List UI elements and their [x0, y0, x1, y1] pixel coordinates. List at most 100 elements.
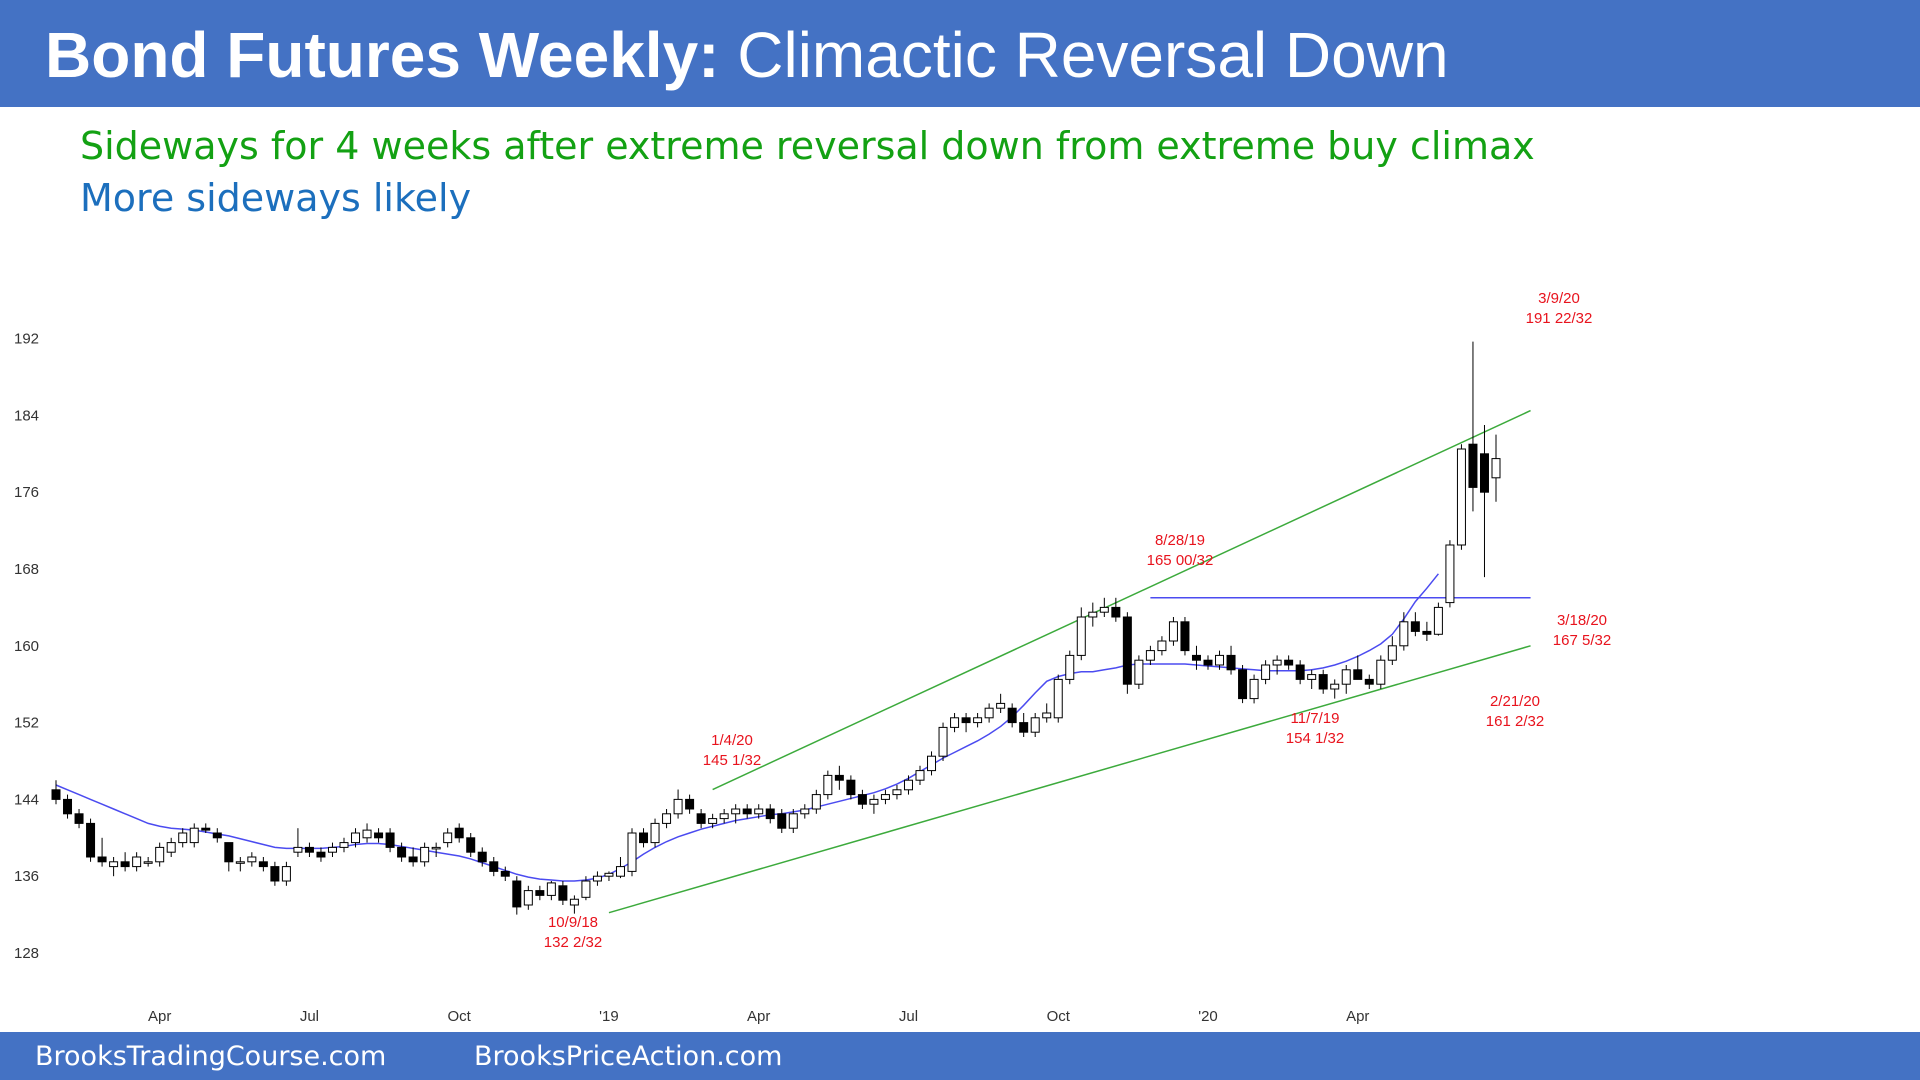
candle-body [984, 707, 994, 719]
y-tick-label: 184 [14, 407, 39, 424]
candle-body [1295, 664, 1305, 680]
candle [166, 837, 176, 857]
candle-body [592, 875, 602, 882]
candle [1180, 617, 1190, 656]
candle-body [535, 890, 545, 896]
candle [1272, 655, 1282, 675]
candle [362, 823, 372, 843]
candle-body [800, 808, 810, 815]
candle-body [880, 794, 890, 800]
candle-body [857, 794, 867, 805]
candle [97, 837, 107, 867]
candle [1203, 655, 1213, 670]
candle-body [1445, 544, 1455, 604]
candle-body [996, 702, 1006, 709]
candle-body [569, 898, 579, 906]
y-tick-label: 192 [14, 331, 39, 348]
candle-body [86, 822, 96, 858]
title-rest: Climactic Reversal Down [737, 19, 1449, 91]
footer-right-link[interactable]: BrooksPriceAction.com [474, 1041, 783, 1072]
candle-body [178, 832, 188, 844]
annotation-date: 8/28/19 [1155, 532, 1205, 549]
annotation-price: 165 00/32 [1147, 552, 1214, 569]
candle-body [869, 798, 879, 805]
footer-bar [0, 1032, 1920, 1080]
footer-left-link[interactable]: BrooksTradingCourse.com [35, 1041, 387, 1072]
candle [109, 857, 119, 877]
candle [1399, 612, 1409, 651]
candle [316, 847, 326, 862]
candle [535, 885, 545, 901]
candle-body [777, 813, 787, 829]
candle [247, 852, 257, 867]
candle-body [903, 779, 913, 791]
candle [212, 828, 222, 843]
candle [834, 765, 844, 790]
candle [132, 852, 142, 872]
candle-body [443, 832, 453, 844]
candle [765, 804, 775, 824]
candle [1376, 655, 1386, 689]
candle [489, 857, 499, 877]
candle-body [973, 717, 983, 724]
candle-body [189, 827, 199, 844]
candle [996, 693, 1006, 713]
candle [1341, 665, 1351, 694]
candle [558, 881, 568, 905]
annotation-date: 3/9/20 [1538, 290, 1580, 307]
title-bold: Bond Futures Weekly: [45, 19, 720, 91]
candle [650, 818, 660, 848]
candle-body [120, 861, 130, 868]
candle [351, 828, 361, 848]
candle [754, 804, 764, 819]
candle [846, 775, 856, 800]
candle [1491, 434, 1501, 502]
candle [1318, 669, 1328, 694]
candle-body [316, 851, 326, 858]
candle [397, 842, 407, 862]
candle [823, 770, 833, 800]
y-tick-label: 136 [14, 868, 39, 885]
candle [581, 876, 591, 901]
candle [1468, 341, 1478, 512]
candle [731, 804, 741, 824]
candle-body [742, 808, 752, 815]
candle [973, 713, 983, 728]
candle-body [639, 832, 649, 844]
candle-body [201, 827, 211, 831]
candle-body [823, 774, 833, 796]
x-tick-label: Oct [448, 1008, 472, 1025]
candle-body [708, 818, 718, 824]
candle-body [477, 851, 487, 863]
candle-body [247, 856, 257, 863]
candle-body [1261, 664, 1271, 680]
y-tick-label: 168 [14, 561, 39, 578]
candle [270, 861, 280, 886]
candle-body [1030, 717, 1040, 733]
candle [903, 775, 913, 795]
candle-body [788, 813, 798, 829]
candle [615, 857, 625, 879]
candle [673, 789, 683, 819]
annotation-date: 3/18/20 [1557, 612, 1607, 629]
candle-body [1088, 611, 1098, 618]
candle [685, 794, 695, 814]
candle [1019, 713, 1029, 737]
candle [627, 828, 637, 877]
candle [431, 842, 441, 857]
candle [880, 789, 890, 805]
candle-body [1111, 606, 1121, 618]
candle [1249, 674, 1259, 704]
candle [915, 765, 925, 785]
candle [569, 895, 579, 914]
candle [327, 842, 337, 857]
candle [51, 780, 61, 805]
overlay-lines [55, 409, 1531, 914]
candle-body [1145, 650, 1155, 661]
candle-body [1042, 712, 1052, 719]
candle-body [1341, 669, 1351, 685]
candle-body [51, 789, 61, 800]
candle [281, 861, 291, 886]
candle-body [1422, 630, 1432, 635]
candle-body [1226, 654, 1236, 671]
